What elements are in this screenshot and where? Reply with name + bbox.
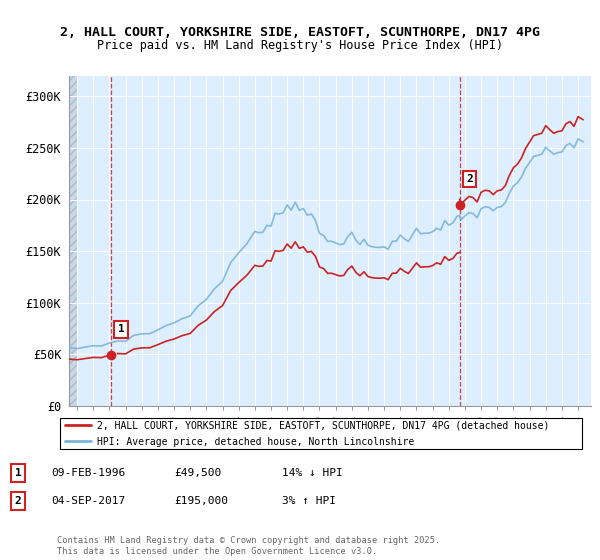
Text: 04-SEP-2017: 04-SEP-2017 (51, 496, 125, 506)
Text: 2, HALL COURT, YORKSHIRE SIDE, EASTOFT, SCUNTHORPE, DN17 4PG (detached house): 2, HALL COURT, YORKSHIRE SIDE, EASTOFT, … (97, 421, 549, 431)
Text: 1: 1 (14, 468, 22, 478)
Text: 09-FEB-1996: 09-FEB-1996 (51, 468, 125, 478)
Text: 2: 2 (466, 174, 473, 184)
Text: £195,000: £195,000 (174, 496, 228, 506)
Text: £49,500: £49,500 (174, 468, 221, 478)
Text: Contains HM Land Registry data © Crown copyright and database right 2025.
This d: Contains HM Land Registry data © Crown c… (57, 536, 440, 556)
Text: 2, HALL COURT, YORKSHIRE SIDE, EASTOFT, SCUNTHORPE, DN17 4PG: 2, HALL COURT, YORKSHIRE SIDE, EASTOFT, … (60, 26, 540, 39)
FancyBboxPatch shape (59, 418, 583, 449)
Bar (69, 76, 77, 406)
Text: 1: 1 (118, 324, 124, 334)
Text: HPI: Average price, detached house, North Lincolnshire: HPI: Average price, detached house, Nort… (97, 437, 414, 447)
Text: 14% ↓ HPI: 14% ↓ HPI (282, 468, 343, 478)
Text: 3% ↑ HPI: 3% ↑ HPI (282, 496, 336, 506)
Text: 2: 2 (14, 496, 22, 506)
Text: Price paid vs. HM Land Registry's House Price Index (HPI): Price paid vs. HM Land Registry's House … (97, 39, 503, 53)
